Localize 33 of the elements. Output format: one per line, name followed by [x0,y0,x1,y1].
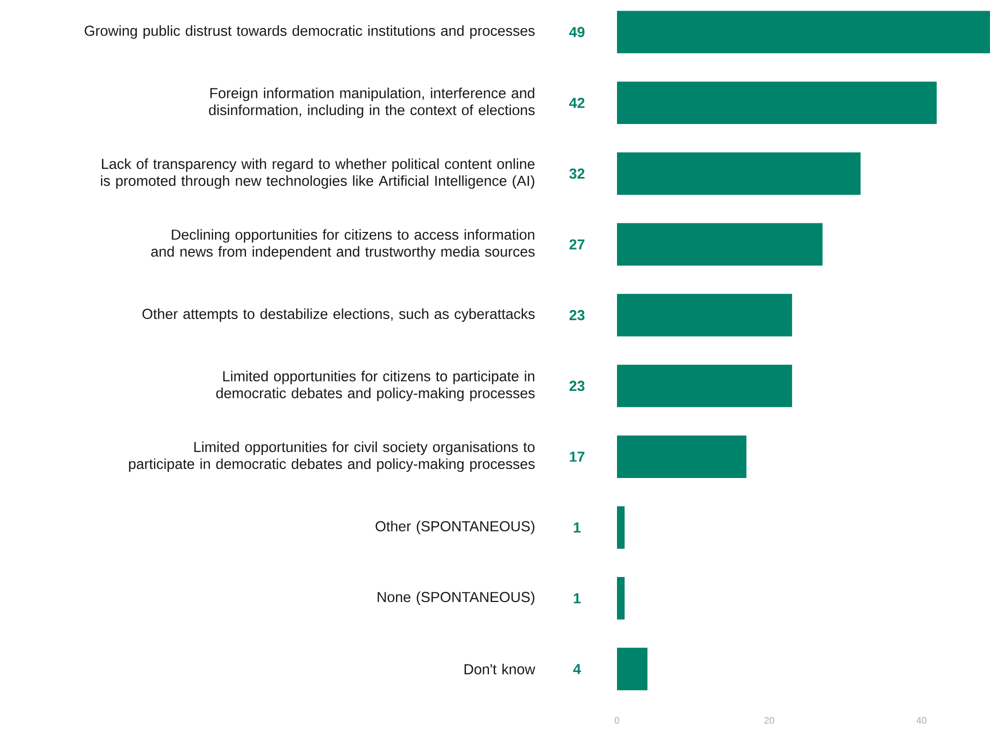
bar [617,152,861,195]
data-label: 1 [574,522,581,532]
bar [617,435,746,478]
bar [617,294,792,336]
data-label: 27 [569,239,584,250]
bar [617,223,823,266]
data-label: 4 [573,664,581,674]
data-label: 42 [569,98,584,108]
bar [617,82,937,124]
y-tick-label: Other (SPONTANEOUS) [376,520,534,534]
bar [617,10,990,54]
y-tick-label: None (SPONTANEOUS) [378,592,534,606]
bar [617,648,648,690]
y-tick-label: Growing public distrust towards democratic institutions and processes [84,25,535,39]
x-tick-label: 0 [614,717,620,724]
data-label: 32 [569,168,584,179]
y-tick-label: Declining opportunities for citizens to access information and news from independent and trustworthy media sources [151,229,535,260]
y-tick-label: Lack of transparency with regard to whether political content online is promoted through new technologies like Artificial Intelligence (AI) [101,158,534,189]
x-tick-label: 40 [916,717,926,724]
data-label: 49 [569,26,584,38]
y-tick-label: Don't know [464,664,536,674]
data-label: 23 [569,310,585,320]
data-label: 23 [569,380,585,392]
x-tick-label: 20 [764,717,774,724]
y-tick-label: Foreign information manipulation, interference and disinformation, including in the context of elections [209,88,535,118]
y-tick-label: Limited opportunities for citizens to participate in democratic debates and policy-making processes [216,370,535,402]
data-label: 1 [574,593,581,604]
y-tick-label: Other attempts to destabilize elections, such as cyberattacks [142,308,535,322]
data-label: 17 [570,452,584,462]
bar [617,577,625,620]
y-tick-label: Limited opportunities for civil society organisations to participate in democratic debates and policy-making processes [129,442,535,472]
bar [617,364,792,408]
bar [617,506,625,549]
